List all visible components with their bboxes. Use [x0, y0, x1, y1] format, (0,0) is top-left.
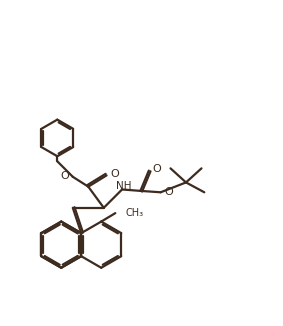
Text: O: O [60, 171, 69, 181]
Text: O: O [153, 165, 162, 174]
Text: NH: NH [116, 181, 131, 190]
Text: O: O [165, 187, 173, 197]
Text: CH₃: CH₃ [125, 208, 143, 217]
Text: O: O [111, 169, 119, 179]
